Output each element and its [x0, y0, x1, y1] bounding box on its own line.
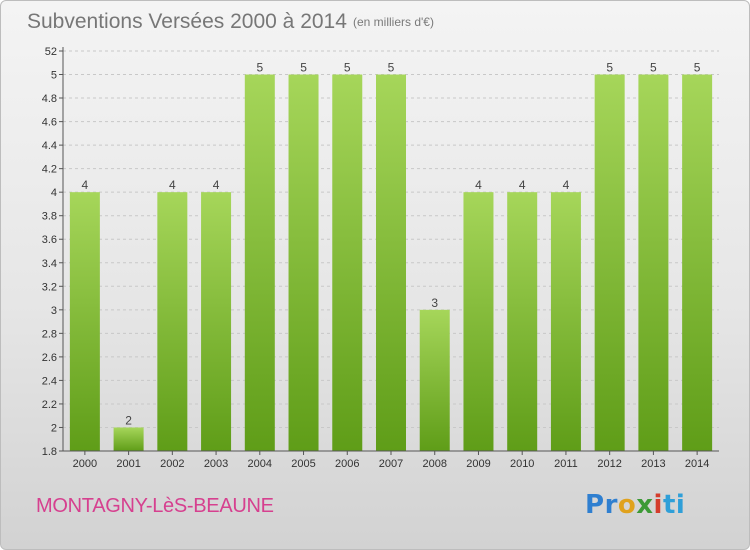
y-tick-label: 4.4 — [42, 140, 57, 152]
y-tick-label: 3.6 — [42, 234, 57, 246]
value-label: 5 — [694, 61, 701, 75]
logo-letter: o — [617, 490, 637, 520]
value-label: 2 — [125, 413, 132, 427]
x-tick-label: 2006 — [335, 458, 359, 470]
y-tick-label: 3.2 — [42, 281, 57, 293]
bar-2012 — [594, 74, 625, 451]
bars — [69, 74, 713, 452]
logo-letter: x — [636, 490, 654, 520]
y-tick-label: 2 — [51, 422, 57, 434]
y-tick-label: 4.2 — [42, 164, 57, 176]
x-tick-label: 2007 — [379, 458, 403, 470]
y-tick-label: 3.8 — [42, 211, 57, 223]
axes: 1.8 2 2.2 2.4 2.6 2.8 3 3.2 3.4 3.6 3.8 4 4.2 4.4 4.6 4… — [42, 46, 719, 470]
value-label: 5 — [344, 61, 351, 75]
value-label: 5 — [300, 61, 307, 75]
y-tick-label: 52 — [45, 46, 57, 58]
x-tick-label: 2002 — [160, 458, 184, 470]
value-label: 4 — [563, 178, 570, 192]
bar-2009 — [463, 192, 494, 452]
bar-2010 — [507, 192, 538, 452]
proxiti-logo: Proxiti — [585, 490, 685, 520]
bar-2000 — [69, 192, 100, 452]
y-tick-label: 2.2 — [42, 399, 57, 411]
y-tick-label: 5 — [51, 70, 57, 82]
x-tick-label: 2001 — [116, 458, 140, 470]
chart-title: Subventions Versées 2000 à 2014 — [27, 10, 347, 33]
bar-2005 — [288, 74, 319, 451]
x-tick-label: 2004 — [248, 458, 272, 470]
bar-2008 — [419, 309, 450, 451]
value-label: 4 — [519, 178, 526, 192]
bar-2014 — [682, 74, 713, 451]
value-label: 5 — [388, 61, 395, 75]
x-tick-label: 2014 — [685, 458, 709, 470]
value-label: 4 — [169, 178, 176, 192]
x-tick-label: 2008 — [422, 458, 446, 470]
x-tick-label: 2012 — [597, 458, 621, 470]
y-tick-label: 3 — [51, 305, 57, 317]
y-tick-label: 2.6 — [42, 352, 57, 364]
value-label: 5 — [606, 61, 613, 75]
x-tick-label: 2013 — [641, 458, 665, 470]
bar-2002 — [157, 192, 188, 452]
bar-2003 — [201, 192, 232, 452]
logo-letter: i — [653, 490, 663, 520]
bar-2007 — [376, 74, 406, 451]
logo-letter: i — [675, 490, 686, 520]
bar-2013 — [638, 74, 669, 451]
chart-subtitle: (en milliers d'€) — [353, 15, 434, 29]
x-tick-label: 2005 — [291, 458, 315, 470]
x-tick-label: 2011 — [554, 458, 578, 470]
y-tick-label: 4 — [51, 187, 57, 199]
value-label: 4 — [213, 178, 220, 192]
y-tick-label: 2.8 — [42, 328, 57, 340]
logo-letter: r — [604, 490, 618, 520]
logo-letter: t — [662, 490, 676, 520]
x-tick-label: 2009 — [466, 458, 490, 470]
value-label: 3 — [431, 296, 438, 310]
bar-2006 — [332, 74, 363, 451]
commune-name: MONTAGNY-LèS-BEAUNE — [36, 495, 274, 517]
y-tick-label: 3.4 — [42, 258, 57, 270]
value-label: 5 — [256, 61, 263, 75]
bar-2004 — [244, 74, 275, 451]
value-labels: 4 2 4 4 5 5 5 5 3 4 4 4 5 5 5 — [82, 61, 701, 428]
x-tick-label: 2000 — [73, 458, 97, 470]
bar-2011 — [550, 192, 581, 452]
bar-2001 — [113, 427, 144, 451]
y-tick-label: 4.6 — [42, 117, 57, 129]
value-label: 4 — [475, 178, 482, 192]
x-tick-label: 2010 — [510, 458, 534, 470]
value-label: 5 — [650, 61, 657, 75]
y-tick-label: 2.4 — [42, 375, 57, 387]
y-tick-label: 1.8 — [42, 446, 57, 458]
x-tick-label: 2003 — [204, 458, 228, 470]
logo-letter: P — [585, 490, 605, 520]
y-tick-label: 4.8 — [42, 93, 57, 105]
value-label: 4 — [82, 178, 89, 192]
